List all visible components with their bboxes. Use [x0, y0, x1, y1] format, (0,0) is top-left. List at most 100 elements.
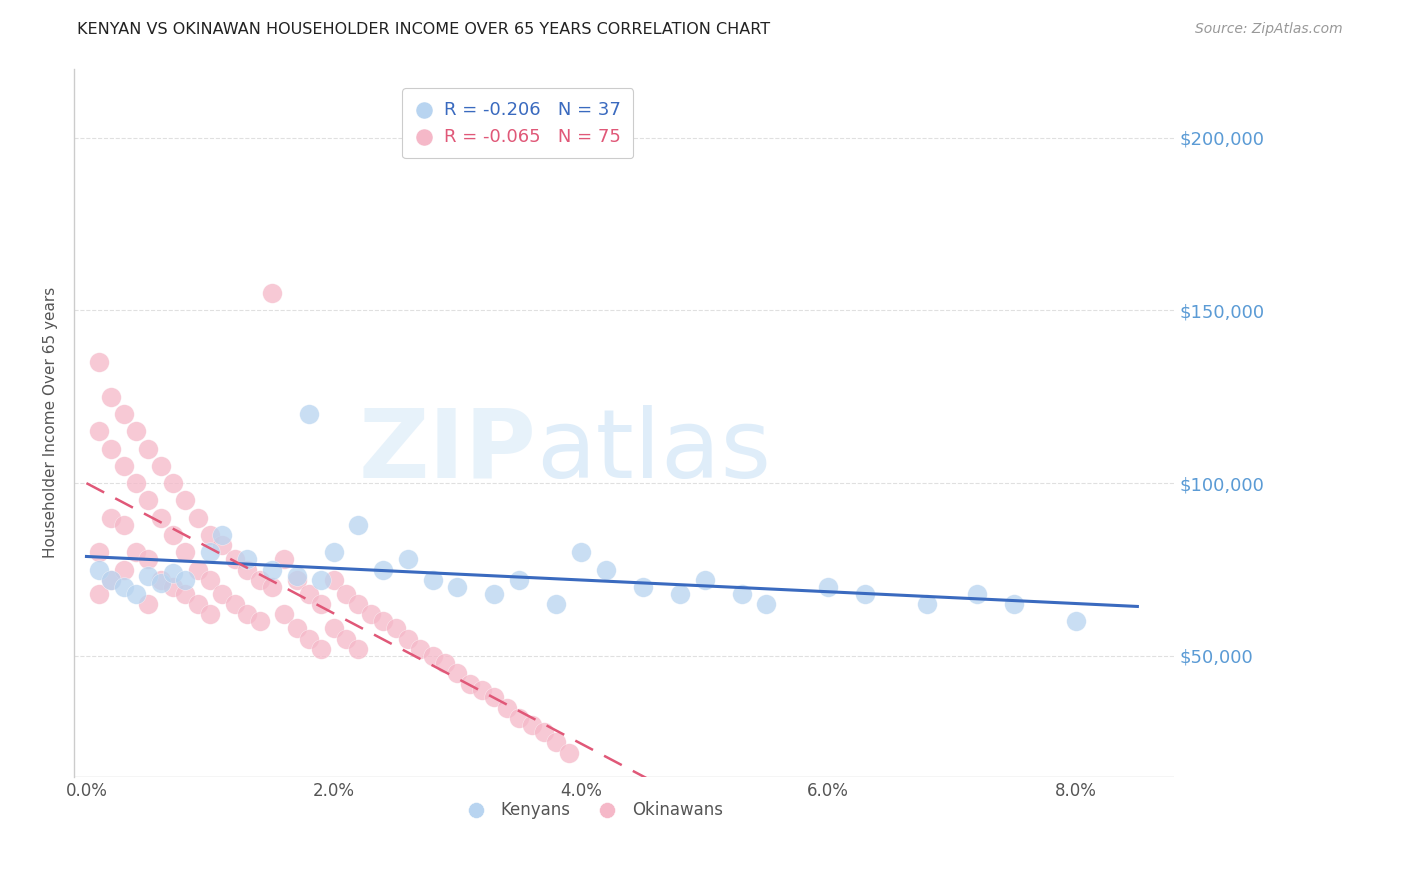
Point	[112, 517, 135, 532]
Point	[396, 552, 419, 566]
Point	[409, 642, 432, 657]
Point	[187, 510, 209, 524]
Point	[285, 573, 308, 587]
Point	[322, 621, 344, 635]
Point	[557, 746, 579, 760]
Point	[731, 587, 754, 601]
Point	[187, 563, 209, 577]
Text: KENYAN VS OKINAWAN HOUSEHOLDER INCOME OVER 65 YEARS CORRELATION CHART: KENYAN VS OKINAWAN HOUSEHOLDER INCOME OV…	[77, 22, 770, 37]
Point	[422, 573, 444, 587]
Point	[335, 632, 357, 646]
Point	[1064, 615, 1087, 629]
Point	[125, 545, 148, 559]
Legend: Kenyans, Okinawans: Kenyans, Okinawans	[453, 794, 730, 825]
Point	[112, 563, 135, 577]
Point	[136, 569, 159, 583]
Point	[311, 642, 333, 657]
Point	[236, 607, 259, 622]
Point	[136, 597, 159, 611]
Point	[224, 597, 246, 611]
Point	[484, 587, 506, 601]
Point	[236, 552, 259, 566]
Point	[198, 545, 221, 559]
Point	[260, 563, 283, 577]
Point	[125, 587, 148, 601]
Point	[87, 587, 110, 601]
Point	[471, 683, 494, 698]
Point	[149, 576, 172, 591]
Point	[136, 442, 159, 456]
Point	[347, 642, 370, 657]
Point	[162, 476, 184, 491]
Point	[162, 566, 184, 580]
Point	[112, 407, 135, 421]
Point	[384, 621, 406, 635]
Point	[249, 615, 271, 629]
Point	[174, 573, 197, 587]
Point	[508, 573, 530, 587]
Point	[335, 587, 357, 601]
Point	[87, 425, 110, 439]
Point	[966, 587, 988, 601]
Point	[520, 718, 543, 732]
Point	[311, 597, 333, 611]
Point	[285, 621, 308, 635]
Point	[149, 510, 172, 524]
Point	[396, 632, 419, 646]
Point	[260, 580, 283, 594]
Point	[446, 580, 468, 594]
Y-axis label: Householder Income Over 65 years: Householder Income Over 65 years	[44, 287, 58, 558]
Point	[174, 545, 197, 559]
Point	[273, 607, 295, 622]
Point	[100, 573, 122, 587]
Point	[484, 690, 506, 705]
Point	[162, 580, 184, 594]
Point	[136, 552, 159, 566]
Point	[322, 573, 344, 587]
Point	[546, 735, 568, 749]
Point	[149, 573, 172, 587]
Point	[458, 676, 481, 690]
Point	[298, 407, 321, 421]
Point	[434, 656, 457, 670]
Point	[347, 517, 370, 532]
Point	[136, 493, 159, 508]
Point	[853, 587, 876, 601]
Point	[422, 648, 444, 663]
Point	[224, 552, 246, 566]
Point	[273, 552, 295, 566]
Point	[569, 545, 592, 559]
Point	[236, 563, 259, 577]
Point	[112, 580, 135, 594]
Point	[446, 666, 468, 681]
Point	[360, 607, 382, 622]
Point	[669, 587, 692, 601]
Point	[693, 573, 716, 587]
Point	[311, 573, 333, 587]
Text: atlas: atlas	[536, 405, 772, 498]
Point	[595, 563, 617, 577]
Point	[174, 493, 197, 508]
Point	[546, 597, 568, 611]
Point	[817, 580, 839, 594]
Point	[211, 538, 233, 552]
Point	[87, 563, 110, 577]
Point	[149, 458, 172, 473]
Point	[1002, 597, 1025, 611]
Point	[125, 425, 148, 439]
Point	[100, 510, 122, 524]
Point	[87, 355, 110, 369]
Point	[211, 587, 233, 601]
Text: ZIP: ZIP	[359, 405, 536, 498]
Point	[87, 545, 110, 559]
Point	[260, 286, 283, 301]
Point	[915, 597, 938, 611]
Point	[198, 573, 221, 587]
Point	[373, 563, 395, 577]
Point	[347, 597, 370, 611]
Point	[100, 442, 122, 456]
Point	[322, 545, 344, 559]
Text: Source: ZipAtlas.com: Source: ZipAtlas.com	[1195, 22, 1343, 37]
Point	[187, 597, 209, 611]
Point	[162, 528, 184, 542]
